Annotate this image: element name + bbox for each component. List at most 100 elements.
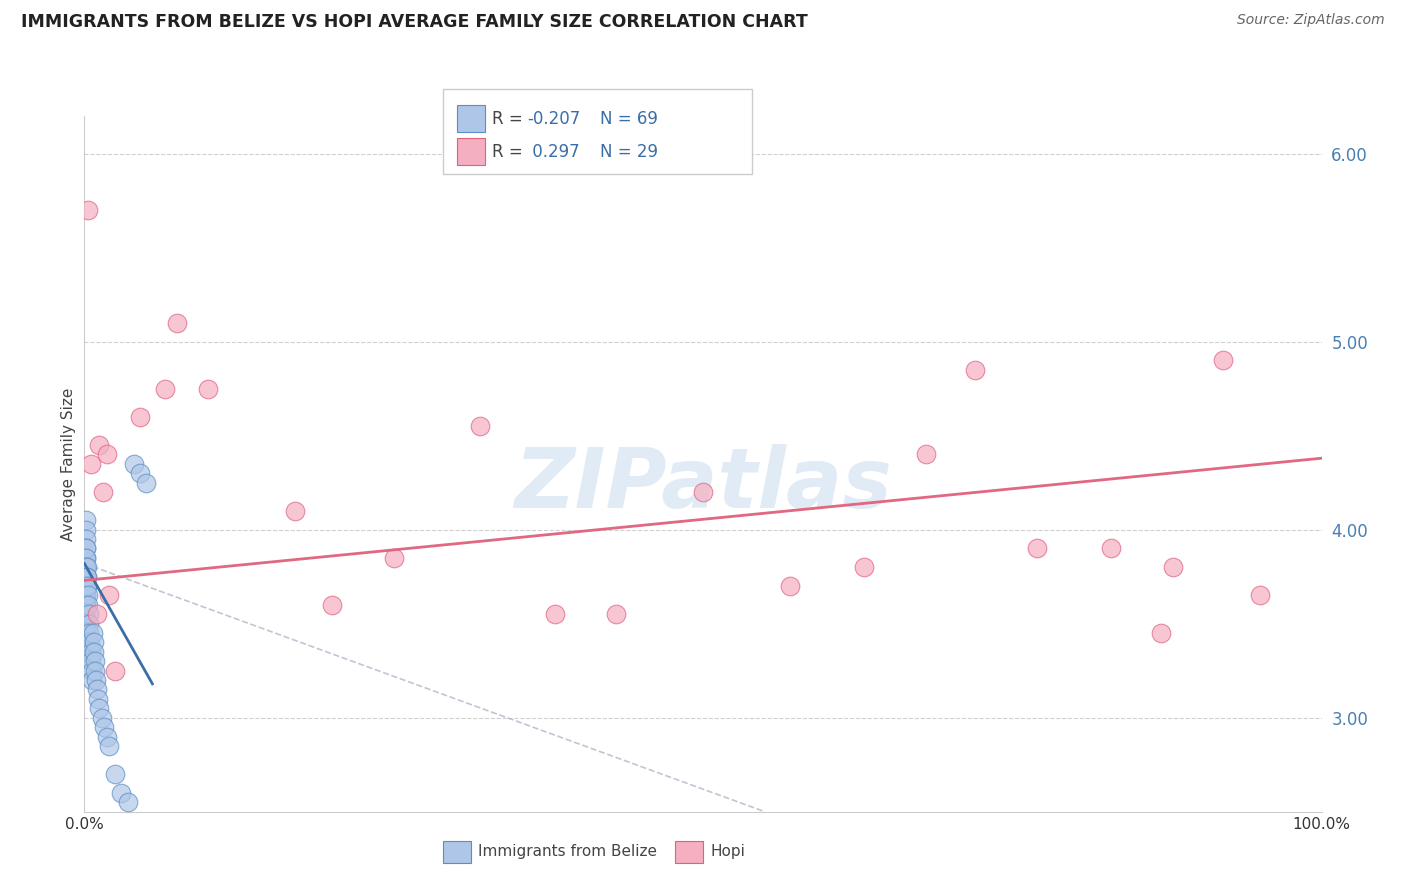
Point (75, 550, 97, 565)
Point (75, 569, 97, 583)
Point (73, 645, 96, 659)
Point (779, 579, 801, 593)
Point (470, 419, 492, 434)
Point (75, 550, 97, 565)
Point (75, 589, 97, 603)
Point (1212, 353, 1234, 368)
Point (73, 598, 96, 612)
Point (1161, 560, 1184, 574)
Point (79, 457, 101, 471)
Text: Source: ZipAtlas.com: Source: ZipAtlas.com (1237, 13, 1385, 28)
Point (73, 598, 96, 612)
Point (73, 626, 96, 640)
Point (86, 682, 108, 697)
Point (96, 447, 118, 461)
Point (75, 513, 97, 527)
Point (93, 720, 115, 734)
Point (129, 409, 152, 424)
Text: N = 29: N = 29 (600, 143, 658, 161)
Point (73, 569, 96, 583)
Text: -0.207: -0.207 (527, 110, 581, 128)
Point (153, 382, 176, 396)
Point (96, 730, 118, 744)
Point (77, 616, 100, 631)
Point (98, 589, 121, 603)
Point (104, 664, 127, 678)
Point (73, 607, 96, 622)
Point (89, 438, 111, 452)
Text: Immigrants from Belize: Immigrants from Belize (478, 845, 657, 859)
Point (84, 664, 107, 678)
Point (73, 616, 96, 631)
Point (73, 569, 96, 583)
Point (284, 504, 307, 518)
Point (321, 598, 343, 612)
Point (75, 579, 97, 593)
Point (73, 579, 96, 593)
Point (83, 635, 105, 649)
Point (73, 635, 96, 649)
Point (77, 202, 100, 217)
Point (122, 457, 145, 471)
Point (852, 560, 875, 574)
Point (73, 560, 96, 574)
Point (73, 607, 96, 622)
Point (965, 363, 987, 377)
Point (86, 607, 108, 622)
Point (73, 560, 96, 574)
Point (73, 589, 96, 603)
Point (166, 316, 188, 330)
Point (1099, 541, 1122, 556)
Point (77, 607, 100, 622)
Point (75, 569, 97, 583)
Point (75, 532, 97, 546)
Point (75, 523, 97, 537)
Point (89, 701, 111, 715)
Point (76, 569, 98, 583)
Point (82, 673, 104, 687)
Point (543, 607, 565, 622)
Point (605, 607, 627, 622)
Point (1249, 589, 1271, 603)
Point (135, 475, 157, 490)
Point (75, 541, 97, 556)
Point (91, 485, 114, 500)
Point (117, 795, 139, 809)
Point (104, 767, 127, 781)
Point (73, 550, 96, 565)
Point (692, 485, 714, 500)
Point (76, 560, 98, 574)
Point (79, 626, 101, 640)
Point (82, 626, 104, 640)
Point (73, 616, 96, 631)
Text: R =: R = (492, 110, 529, 128)
Point (84, 673, 107, 687)
Point (76, 579, 98, 593)
Point (83, 645, 105, 659)
Point (129, 467, 152, 481)
Point (73, 589, 96, 603)
Point (382, 550, 405, 565)
Text: IMMIGRANTS FROM BELIZE VS HOPI AVERAGE FAMILY SIZE CORRELATION CHART: IMMIGRANTS FROM BELIZE VS HOPI AVERAGE F… (21, 13, 808, 31)
Text: R =: R = (492, 143, 529, 161)
Point (197, 382, 219, 396)
Text: N = 69: N = 69 (600, 110, 658, 128)
Point (79, 635, 101, 649)
Point (914, 447, 936, 461)
Point (75, 560, 97, 574)
Point (1026, 541, 1049, 556)
Point (75, 541, 97, 556)
Text: ZIPatlas: ZIPatlas (515, 444, 891, 525)
Point (73, 626, 96, 640)
Point (1150, 626, 1173, 640)
Text: Hopi: Hopi (710, 845, 745, 859)
Y-axis label: Average Family Size: Average Family Size (60, 387, 76, 541)
Point (83, 654, 105, 668)
Point (77, 589, 100, 603)
Point (76, 579, 98, 593)
Point (80, 654, 103, 668)
Point (75, 560, 97, 574)
Point (90, 711, 112, 725)
Point (87, 692, 110, 706)
Text: 0.297: 0.297 (527, 143, 579, 161)
